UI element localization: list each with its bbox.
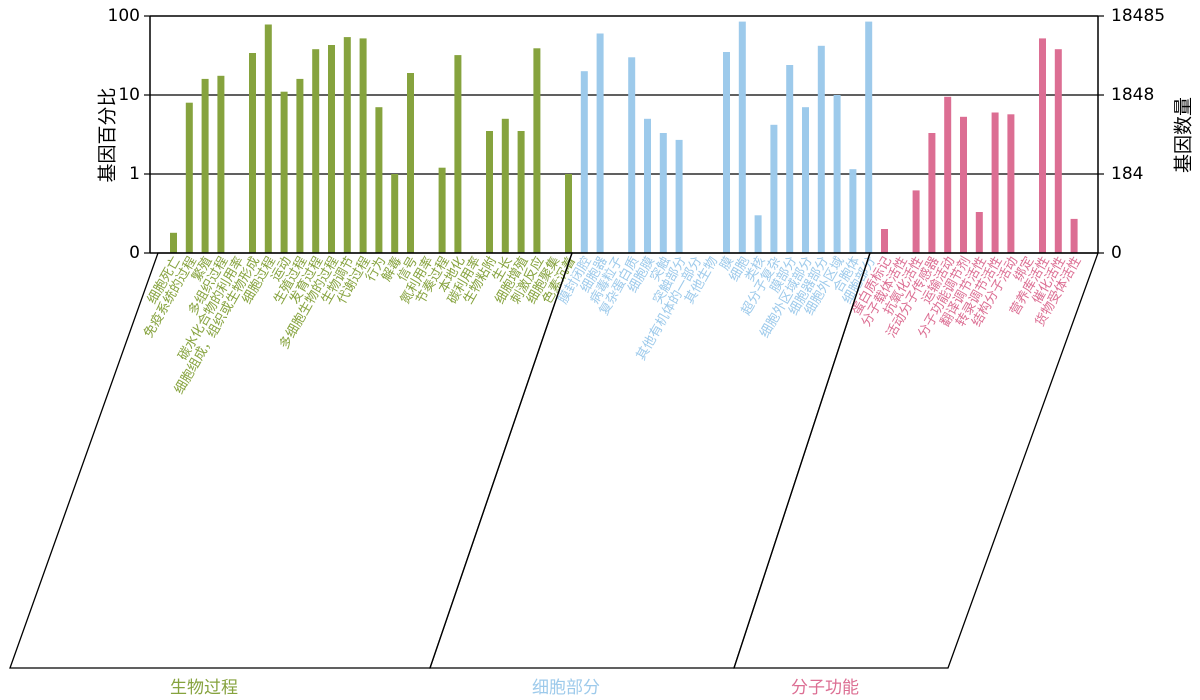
bar bbox=[391, 174, 399, 253]
group-panel bbox=[9, 252, 573, 669]
right-tick-label: 0 bbox=[1111, 243, 1122, 263]
bar bbox=[1039, 38, 1046, 254]
bar bbox=[881, 229, 888, 253]
bar bbox=[249, 53, 256, 253]
bar bbox=[944, 96, 952, 253]
bar bbox=[817, 45, 825, 253]
bar bbox=[833, 95, 841, 253]
right-tick-label: 1848 bbox=[1111, 85, 1154, 105]
bar bbox=[201, 78, 209, 254]
bar bbox=[312, 49, 320, 254]
bar bbox=[754, 215, 762, 253]
left-tick-label: 1 bbox=[129, 164, 140, 184]
y-axis-title-right: 基因数量 bbox=[1173, 97, 1195, 173]
bar bbox=[517, 131, 525, 253]
bar bbox=[960, 116, 967, 253]
bar bbox=[912, 190, 920, 253]
bar bbox=[486, 131, 493, 253]
y-axis-title-left: 基因百分比 bbox=[97, 87, 119, 182]
category-label: 膜 bbox=[717, 254, 736, 273]
bar bbox=[802, 107, 809, 253]
bar bbox=[1054, 49, 1062, 254]
left-tick-label: 10 bbox=[118, 85, 140, 105]
left-tick-label: 100 bbox=[108, 6, 140, 26]
bar bbox=[580, 71, 588, 253]
axes bbox=[149, 15, 1099, 254]
bar bbox=[1070, 218, 1078, 253]
bar bbox=[343, 37, 351, 253]
bar bbox=[644, 118, 651, 253]
bar bbox=[659, 133, 667, 253]
group-panel bbox=[429, 252, 871, 669]
gridlines bbox=[150, 94, 1098, 175]
left-tick-label: 0 bbox=[129, 243, 140, 263]
bar bbox=[454, 55, 462, 253]
bar bbox=[723, 52, 730, 253]
bar bbox=[407, 73, 414, 253]
group-panels bbox=[9, 252, 1099, 669]
bar bbox=[185, 102, 193, 253]
bar bbox=[533, 48, 541, 253]
bar bbox=[849, 169, 857, 253]
bars bbox=[170, 21, 1078, 254]
bar bbox=[991, 112, 999, 253]
bar bbox=[565, 174, 572, 253]
right-tick-labels: 18485 1848 184 0 bbox=[1098, 6, 1165, 263]
bar bbox=[1007, 114, 1015, 253]
bar bbox=[375, 107, 383, 253]
group-label: 生物过程 bbox=[170, 678, 238, 698]
bar bbox=[628, 57, 636, 253]
group-label: 分子功能 bbox=[791, 678, 859, 698]
bar bbox=[438, 167, 446, 253]
category-labels: 细胞死亡免疫系统的过程繁殖多组织过程碳水化合物的利用率细胞组成，组织或生物形成细… bbox=[140, 254, 1084, 397]
group-label: 细胞部分 bbox=[532, 678, 600, 698]
group-labels: 生物过程 细胞部分 分子功能 bbox=[170, 678, 859, 698]
bar bbox=[928, 133, 936, 253]
bar bbox=[596, 33, 604, 253]
bar bbox=[501, 118, 509, 253]
bar bbox=[738, 21, 746, 253]
bar bbox=[280, 91, 288, 253]
group-panel bbox=[733, 252, 1099, 669]
right-tick-label: 184 bbox=[1111, 164, 1143, 184]
bar bbox=[675, 139, 683, 253]
bar bbox=[217, 75, 225, 253]
right-tick-label: 18485 bbox=[1111, 6, 1165, 26]
bar bbox=[786, 65, 794, 253]
bar bbox=[770, 124, 778, 253]
bar bbox=[865, 21, 873, 253]
bar bbox=[359, 38, 367, 254]
bar bbox=[170, 232, 177, 253]
bar bbox=[264, 24, 272, 253]
bar bbox=[296, 78, 304, 254]
bar bbox=[975, 212, 983, 253]
bar bbox=[328, 45, 335, 253]
